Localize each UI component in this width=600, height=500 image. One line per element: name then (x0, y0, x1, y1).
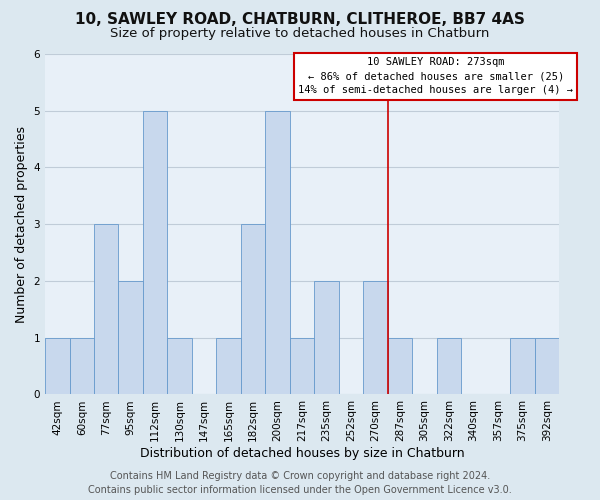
Bar (510, 338, 535, 394)
Bar (388, 338, 412, 394)
Bar (265, 110, 290, 395)
Bar (437, 338, 461, 394)
Bar (363, 281, 388, 394)
Text: Size of property relative to detached houses in Chatburn: Size of property relative to detached ho… (110, 28, 490, 40)
Bar (290, 338, 314, 394)
Bar (217, 338, 241, 394)
X-axis label: Distribution of detached houses by size in Chatburn: Distribution of detached houses by size … (140, 447, 464, 460)
Text: 10 SAWLEY ROAD: 273sqm
← 86% of detached houses are smaller (25)
14% of semi-det: 10 SAWLEY ROAD: 273sqm ← 86% of detached… (298, 58, 573, 96)
Bar (241, 224, 265, 394)
Y-axis label: Number of detached properties: Number of detached properties (15, 126, 28, 322)
Bar (535, 338, 559, 394)
Bar (118, 281, 143, 394)
Bar (167, 338, 192, 394)
Text: 10, SAWLEY ROAD, CHATBURN, CLITHEROE, BB7 4AS: 10, SAWLEY ROAD, CHATBURN, CLITHEROE, BB… (75, 12, 525, 28)
Text: Contains HM Land Registry data © Crown copyright and database right 2024.
Contai: Contains HM Land Registry data © Crown c… (88, 471, 512, 495)
Bar (314, 281, 339, 394)
Bar (143, 110, 167, 395)
Bar (45, 338, 70, 394)
Bar (70, 338, 94, 394)
Bar (94, 224, 118, 394)
